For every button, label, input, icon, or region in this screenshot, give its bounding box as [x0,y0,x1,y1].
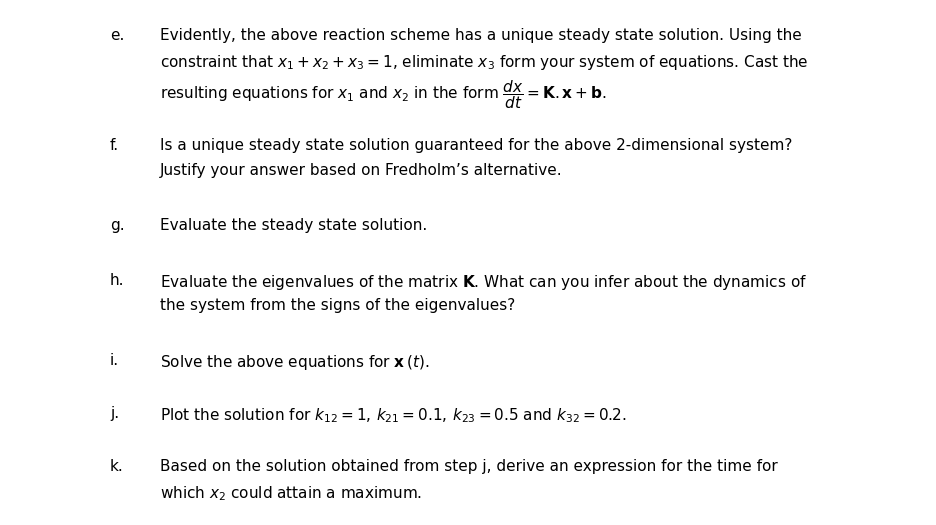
Text: which $x_2$ could attain a maximum.: which $x_2$ could attain a maximum. [160,484,422,503]
Text: Evaluate the steady state solution.: Evaluate the steady state solution. [160,218,427,233]
Text: the system from the signs of the eigenvalues?: the system from the signs of the eigenva… [160,298,515,313]
Text: Solve the above equations for $\mathbf{x}\,(t)$.: Solve the above equations for $\mathbf{x… [160,353,430,372]
Text: constraint that $x_1 + x_2 + x_3 = 1$, eliminate $x_3$ form your system of equat: constraint that $x_1 + x_2 + x_3 = 1$, e… [160,53,809,72]
Text: f.: f. [110,138,119,153]
Text: j.: j. [110,406,119,421]
Text: Evaluate the eigenvalues of the matrix $\mathbf{K}$. What can you infer about th: Evaluate the eigenvalues of the matrix $… [160,273,807,292]
Text: Based on the solution obtained from step j, derive an expression for the time fo: Based on the solution obtained from step… [160,459,778,474]
Text: g.: g. [110,218,124,233]
Text: Evidently, the above reaction scheme has a unique steady state solution. Using t: Evidently, the above reaction scheme has… [160,28,802,43]
Text: h.: h. [110,273,124,288]
Text: resulting equations for $x_1$ and $x_2$ in the form $\dfrac{dx}{dt} = \mathbf{K}: resulting equations for $x_1$ and $x_2$ … [160,78,607,111]
Text: i.: i. [110,353,119,368]
Text: k.: k. [110,459,124,474]
Text: e.: e. [110,28,124,43]
Text: Justify your answer based on Fredholm’s alternative.: Justify your answer based on Fredholm’s … [160,163,563,178]
Text: Plot the solution for $k_{12} = 1,\, k_{21} = 0.1,\, k_{23} = 0.5$ and $k_{32} =: Plot the solution for $k_{12} = 1,\, k_{… [160,406,627,425]
Text: Is a unique steady state solution guaranteed for the above 2-dimensional system?: Is a unique steady state solution guaran… [160,138,793,153]
